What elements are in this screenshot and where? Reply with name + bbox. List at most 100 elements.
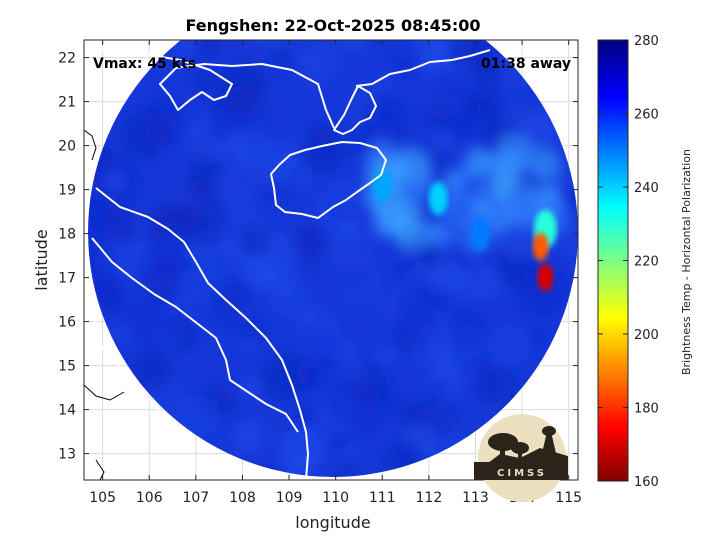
cimss-logo: CIMSS (474, 414, 568, 502)
colorbar-tick-label: 180 (634, 402, 659, 417)
colorbar: 160 180 200 220 240 260 280 Brightness Temp - … (597, 34, 693, 490)
swath-layer (88, 0, 578, 477)
y-tick-label: 16 (58, 315, 76, 331)
swath-cloud-blob (394, 216, 430, 252)
colorbar-tick-label: 240 (634, 181, 659, 196)
swath-texture-blob (237, 338, 256, 358)
swath-texture-blob (129, 349, 172, 392)
swath-texture-blob (265, 249, 286, 269)
swath-texture-blob (301, 262, 346, 306)
y-tick-label: 15 (58, 359, 76, 375)
swath-cloud-blob (438, 188, 477, 227)
swath-cloud-blob (489, 213, 509, 234)
outside-coast-nw (84, 129, 97, 161)
swath-texture-blob (426, 271, 448, 293)
swath-texture-blob (384, 40, 434, 61)
swath-texture-blob (270, 278, 311, 320)
swath-texture-blob (126, 298, 170, 343)
swath-texture-blob (326, 178, 360, 212)
swath-texture-blob (176, 396, 220, 440)
swath-texture-blob (144, 97, 182, 135)
swath-texture-blob (101, 168, 127, 194)
china-coast (91, 48, 491, 129)
swath-texture-blob (381, 286, 426, 332)
x-tick-label: 105 (89, 490, 116, 506)
swath-texture-blob (176, 40, 196, 56)
swath-texture-blob (293, 40, 344, 86)
swath-texture-blob (160, 226, 193, 260)
swath-texture-blob (359, 97, 410, 148)
swath-cloud-blob (473, 199, 493, 219)
inland-border (91, 331, 187, 431)
vietnam-coast (95, 187, 309, 480)
swath-texture-blob (446, 110, 477, 140)
swath-texture-blob (338, 40, 373, 51)
convection-features (372, 168, 557, 292)
swath-cloud-blob (442, 171, 462, 191)
swath-cloud-blob (528, 148, 561, 181)
swath-texture-blob (232, 420, 265, 453)
swath-texture-blob (175, 270, 211, 306)
x-tick-label: 110 (322, 490, 349, 506)
swath-texture-blob (429, 379, 450, 399)
swath-texture-blob (207, 249, 232, 275)
swath-texture-blob (239, 112, 291, 165)
time-offset-annotation: 01:38 away (481, 56, 571, 72)
swath-cloud-blob (505, 195, 539, 229)
swath-texture-blob (278, 426, 324, 473)
convection-cell (428, 181, 448, 216)
swath-texture-blob (340, 219, 361, 240)
swath-texture-blob (418, 73, 464, 118)
swath-texture-blob (300, 0, 317, 5)
swath-texture-blob (195, 40, 220, 53)
y-tick-label: 21 (58, 95, 76, 111)
swath-texture-blob (327, 434, 348, 455)
swath-cloud-blob (463, 148, 494, 179)
hainan-coast (270, 141, 387, 219)
swath-texture-blob (374, 73, 394, 93)
y-tick-label: 17 (58, 271, 76, 287)
coastlines (84, 48, 491, 480)
swath-cloud-blob (368, 138, 397, 167)
swath-texture-blob (410, 324, 455, 369)
x-tick-label: 113 (462, 490, 489, 506)
vmax-annotation: Vmax: 45 kts (93, 56, 196, 72)
axes-frame (83, 39, 579, 481)
swath-texture-blob (301, 129, 346, 174)
x-tick-label: 115 (555, 490, 582, 506)
colorbar-tick-label: 200 (634, 328, 659, 343)
swath-cloud-blob (492, 148, 511, 167)
swath-texture-blob (237, 223, 271, 257)
swath-texture-blob (295, 311, 342, 359)
laos-vietnam-border (91, 237, 299, 433)
x-axis-label: longitude (295, 513, 370, 532)
swath-texture-blob (217, 161, 259, 204)
swath-texture-blob (272, 50, 293, 70)
swath-texture-blob (430, 126, 456, 152)
swath-texture-blob (309, 203, 343, 237)
x-tick-label: 108 (229, 490, 256, 506)
colorbar-label: Brightness Temp - Horizontal Polarizatio… (680, 149, 693, 375)
convection-cell (537, 263, 554, 292)
cimss-logo-text: CIMSS (497, 468, 547, 479)
outside-coast-sw (84, 384, 125, 401)
swath-texture-blob (501, 106, 523, 128)
y-tick-label: 22 (58, 51, 76, 67)
swath-texture-blob (260, 352, 309, 401)
y-tick-label: 18 (58, 227, 76, 243)
swath-texture-blob (88, 186, 127, 238)
swath-cloud-blob (489, 177, 513, 201)
swath-texture-blob (393, 258, 417, 281)
swath-texture-blob (109, 321, 132, 344)
x-tick-label: 106 (136, 490, 163, 506)
y-tick-label: 19 (58, 183, 76, 199)
swath-texture-blob (377, 347, 395, 365)
laos-border (85, 254, 97, 361)
swath-texture-blob (219, 40, 269, 69)
x-tick-label: 107 (182, 490, 209, 506)
colorbar-tick-label: 160 (634, 475, 659, 490)
y-axis-label: latitude (32, 229, 51, 290)
colorbar-tick-label: 280 (634, 34, 659, 49)
x-tick-label: 112 (416, 490, 443, 506)
